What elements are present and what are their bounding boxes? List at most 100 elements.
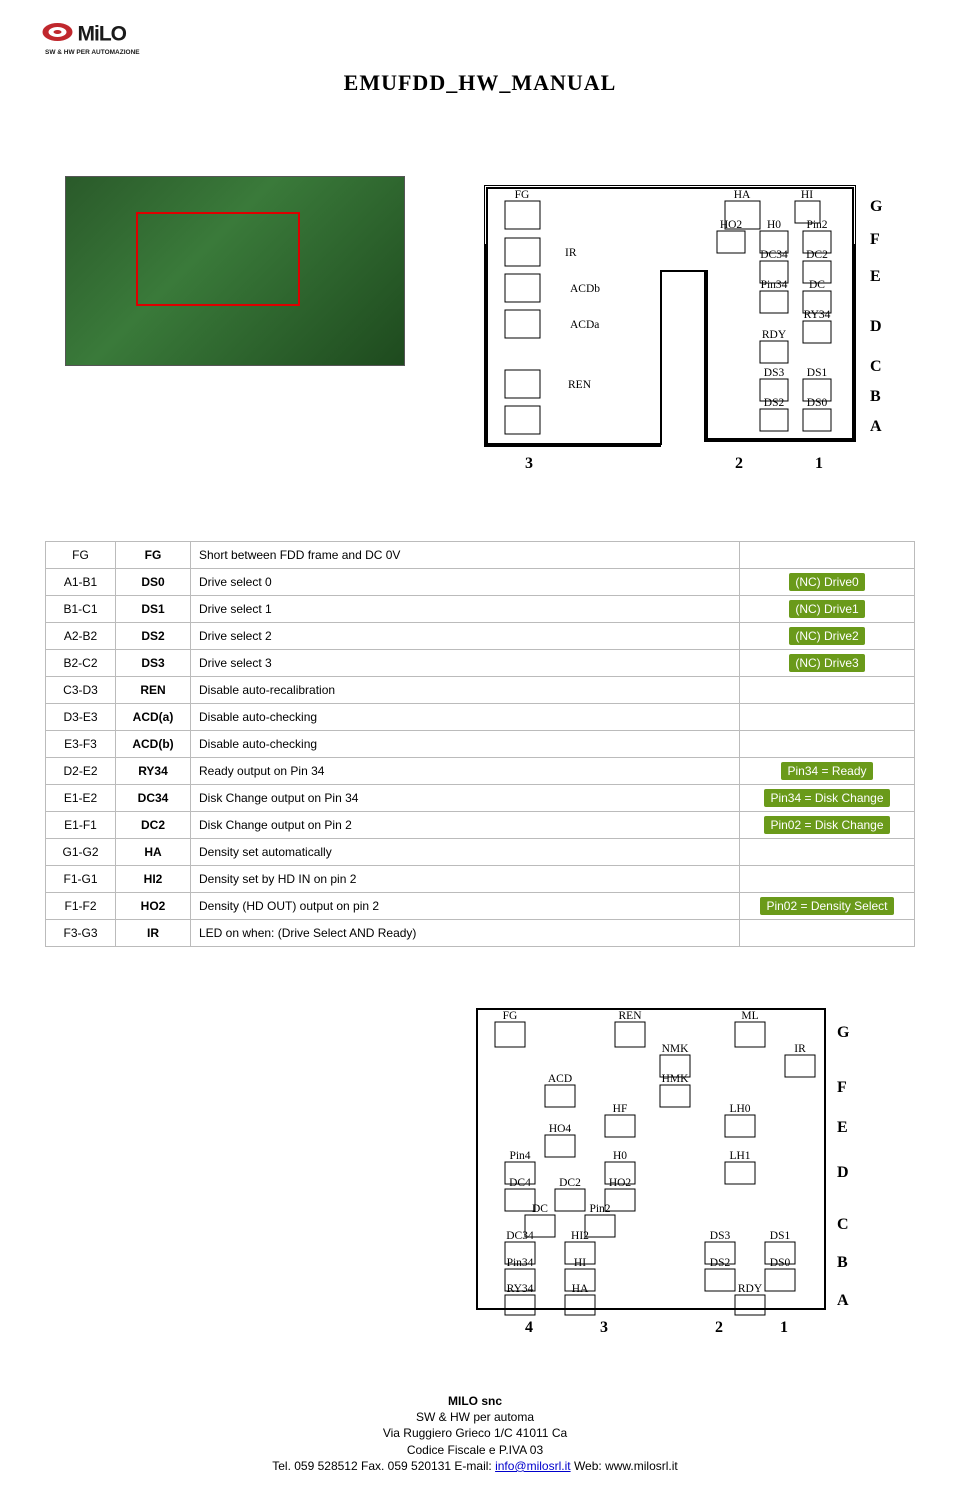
svg-text:DS3: DS3 (710, 1230, 731, 1242)
svg-text:DS1: DS1 (807, 367, 828, 379)
svg-text:RDY: RDY (762, 329, 787, 341)
page-footer: MILO snc SW & HW per automa Via Ruggiero… (45, 1393, 905, 1474)
svg-text:DS1: DS1 (770, 1230, 791, 1242)
svg-text:REN: REN (568, 379, 592, 391)
table-row: E1-F1DC2Disk Change output on Pin 2Pin02… (46, 812, 915, 839)
svg-text:2: 2 (735, 455, 743, 472)
status-badge: Pin34 = Ready (781, 762, 872, 780)
svg-text:HA: HA (572, 1283, 589, 1295)
svg-text:HO4: HO4 (549, 1123, 572, 1135)
svg-text:IR: IR (565, 247, 577, 259)
table-row: E3-F3ACD(b)Disable auto-checking (46, 731, 915, 758)
table-row: D3-E3ACD(a)Disable auto-checking (46, 704, 915, 731)
table-row: B2-C2DS3Drive select 3(NC) Drive3 (46, 650, 915, 677)
svg-text:DS0: DS0 (807, 397, 828, 409)
logo-tagline: SW & HW PER AUTOMAZIONE (45, 49, 140, 56)
table-row: F1-G1HI2Density set by HD IN on pin 2 (46, 866, 915, 893)
svg-text:G: G (870, 198, 883, 215)
svg-text:DC4: DC4 (509, 1177, 531, 1189)
pcb-photo (65, 176, 405, 366)
status-badge: (NC) Drive1 (789, 600, 864, 618)
svg-text:FG: FG (503, 1010, 518, 1022)
svg-text:Pin2: Pin2 (806, 219, 827, 231)
svg-text:B: B (870, 388, 881, 405)
svg-text:Pin34: Pin34 (761, 279, 788, 291)
svg-text:Pin4: Pin4 (509, 1150, 530, 1162)
svg-text:HA: HA (734, 189, 751, 201)
table-row: A1-B1DS0Drive select 0(NC) Drive0 (46, 569, 915, 596)
footer-email-link[interactable]: info@milosrl.it (495, 1459, 571, 1473)
svg-text:HMK: HMK (662, 1073, 690, 1085)
svg-text:LH1: LH1 (729, 1150, 750, 1162)
svg-text:HF: HF (613, 1103, 628, 1115)
svg-text:3: 3 (600, 1319, 608, 1336)
svg-text:E: E (837, 1119, 848, 1136)
svg-text:Pin2: Pin2 (589, 1203, 610, 1215)
svg-text:RY34: RY34 (804, 309, 831, 321)
svg-text:H0: H0 (767, 219, 781, 231)
svg-text:G: G (837, 1024, 850, 1041)
svg-text:ACDa: ACDa (570, 319, 599, 331)
svg-text:HI: HI (574, 1257, 586, 1269)
svg-text:MiLO: MiLO (78, 23, 127, 46)
svg-text:FG: FG (515, 189, 530, 201)
table-row: FGFGShort between FDD frame and DC 0V (46, 542, 915, 569)
table-row: B1-C1DS1Drive select 1(NC) Drive1 (46, 596, 915, 623)
svg-text:DS3: DS3 (764, 367, 785, 379)
svg-text:HI2: HI2 (571, 1230, 589, 1242)
svg-text:C: C (837, 1216, 849, 1233)
table-row: D2-E2RY34Ready output on Pin 34Pin34 = R… (46, 758, 915, 785)
table-row: F1-F2HO2Density (HD OUT) output on pin 2… (46, 893, 915, 920)
svg-text:DC34: DC34 (506, 1230, 534, 1242)
svg-text:NMK: NMK (662, 1043, 690, 1055)
status-badge: (NC) Drive3 (789, 654, 864, 672)
svg-text:ML: ML (741, 1010, 758, 1022)
svg-text:A: A (837, 1292, 849, 1309)
svg-text:HO2: HO2 (720, 219, 743, 231)
jumper-table: FGFGShort between FDD frame and DC 0VA1-… (45, 541, 915, 947)
jumper-diagram-2: FG REN ML NMK IR ACD HMK HF LH0 HO4 Pin4… (45, 997, 915, 1337)
table-row: A2-B2DS2Drive select 2(NC) Drive2 (46, 623, 915, 650)
svg-text:ACDb: ACDb (570, 283, 600, 295)
status-badge: (NC) Drive2 (789, 627, 864, 645)
status-badge: (NC) Drive0 (789, 573, 864, 591)
status-badge: Pin34 = Disk Change (764, 789, 889, 807)
svg-text:B: B (837, 1254, 848, 1271)
svg-text:RY34: RY34 (507, 1283, 534, 1295)
status-badge: Pin02 = Density Select (760, 897, 893, 915)
table-row: G1-G2HADensity set automatically (46, 839, 915, 866)
company-logo: MiLO SW & HW PER AUTOMAZIONE (40, 18, 215, 71)
svg-text:2: 2 (715, 1319, 723, 1336)
svg-text:DC2: DC2 (559, 1177, 581, 1189)
svg-text:LH0: LH0 (729, 1103, 750, 1115)
jumper-diagram-1: FG HA HI IR ACDb ACDa REN HO2 H0 Pin2 DC… (475, 176, 895, 481)
status-badge: Pin02 = Disk Change (764, 816, 889, 834)
svg-text:ACD: ACD (548, 1073, 572, 1085)
svg-text:REN: REN (619, 1010, 643, 1022)
svg-text:D: D (870, 318, 882, 335)
svg-text:H0: H0 (613, 1150, 627, 1162)
svg-text:Pin34: Pin34 (507, 1257, 534, 1269)
table-row: E1-E2DC34Disk Change output on Pin 34Pin… (46, 785, 915, 812)
svg-text:DC2: DC2 (806, 249, 828, 261)
svg-text:DS2: DS2 (710, 1257, 731, 1269)
svg-text:IR: IR (794, 1043, 806, 1055)
svg-text:DS0: DS0 (770, 1257, 791, 1269)
svg-text:C: C (870, 358, 882, 375)
svg-text:HI: HI (801, 189, 813, 201)
table-row: F3-G3IRLED on when: (Drive Select AND Re… (46, 920, 915, 947)
svg-text:DC: DC (809, 279, 825, 291)
svg-text:1: 1 (815, 455, 823, 472)
svg-text:DS2: DS2 (764, 397, 785, 409)
document-title: EMUFDD_HW_MANUAL (45, 70, 915, 96)
svg-text:DC34: DC34 (760, 249, 788, 261)
svg-text:DC: DC (532, 1203, 548, 1215)
svg-text:4: 4 (525, 1319, 533, 1336)
svg-text:A: A (870, 418, 882, 435)
svg-text:1: 1 (780, 1319, 788, 1336)
svg-text:E: E (870, 268, 881, 285)
svg-text:3: 3 (525, 455, 533, 472)
svg-text:F: F (837, 1079, 847, 1096)
svg-text:D: D (837, 1164, 849, 1181)
svg-text:F: F (870, 231, 880, 248)
